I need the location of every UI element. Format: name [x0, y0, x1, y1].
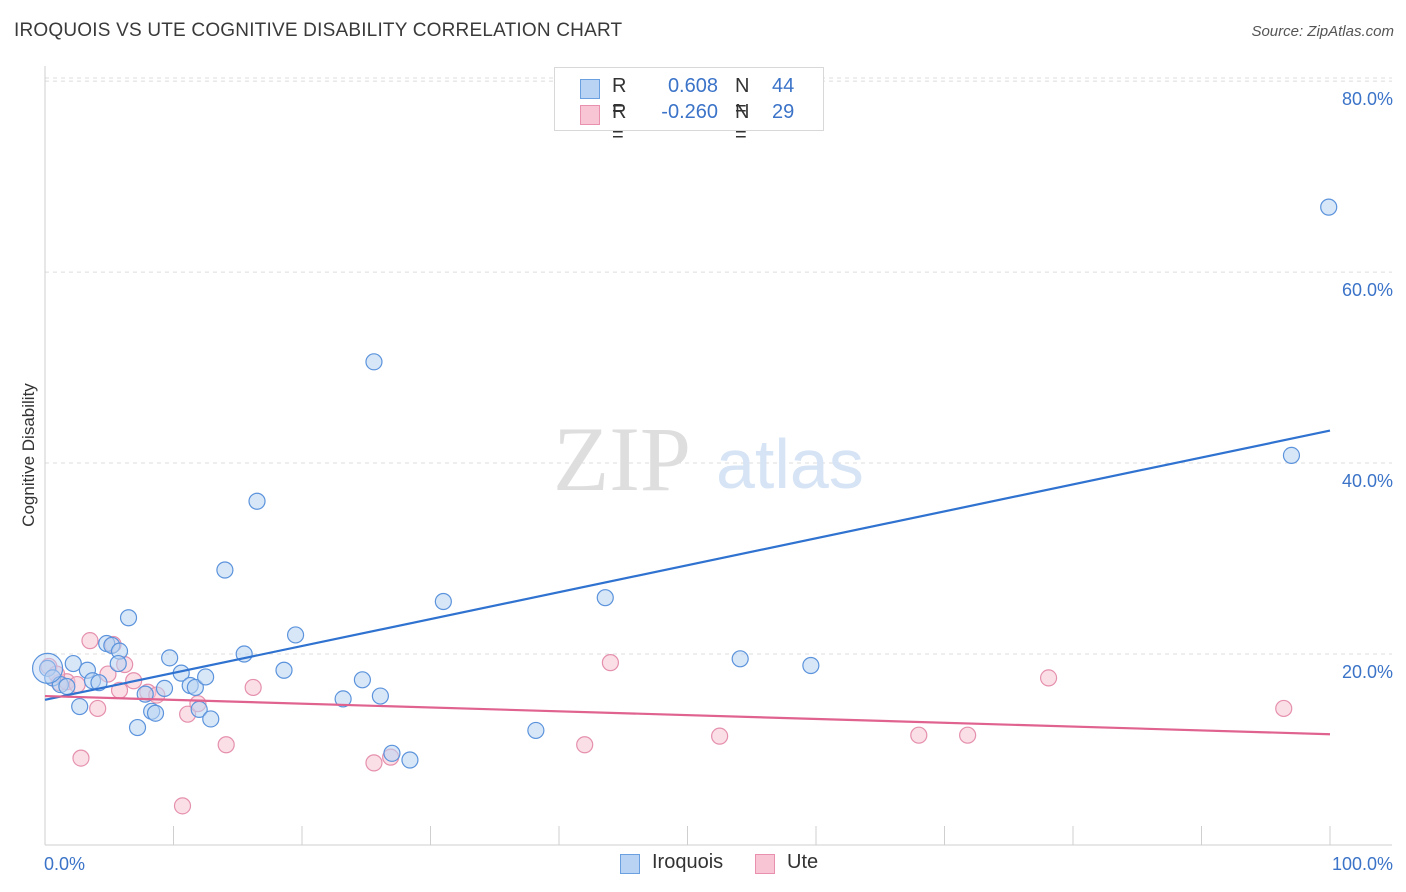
iroquois-point: [128, 718, 147, 737]
iroquois-point: [146, 704, 165, 722]
ute-legend-swatch: [755, 854, 775, 874]
iroquois-point: [161, 649, 179, 667]
iroquois-point: [155, 679, 174, 698]
x-tick-label: 100.0%: [1332, 854, 1393, 874]
legend-label-iroquois: Iroquois: [652, 851, 724, 873]
iroquois-point: [202, 710, 220, 728]
iroquois-legend-swatch: [620, 854, 640, 874]
iroquois-point: [71, 697, 89, 716]
iroquois-swatch: [580, 79, 600, 99]
chart-title: IROQUOIS VS UTE COGNITIVE DISABILITY COR…: [14, 20, 623, 41]
iroquois-point: [216, 561, 234, 579]
source-label: Source: ZipAtlas.com: [1251, 23, 1394, 40]
y-axis-title: Cognitive Disability: [19, 383, 38, 527]
ute-point: [576, 736, 594, 754]
ute-point: [601, 654, 620, 672]
iroquois-point: [731, 650, 749, 668]
ute-swatch: [580, 105, 600, 125]
iroquois-point: [802, 656, 820, 675]
trend-layer: [44, 429, 1331, 736]
iroquois-point: [119, 609, 138, 627]
watermark: ZIP atlas: [553, 408, 864, 510]
iroquois-point: [596, 589, 614, 607]
iroquois-point: [248, 492, 266, 510]
n-label: N =: [735, 75, 750, 120]
x-tick-label: 0.0%: [44, 854, 85, 874]
iroquois-point: [371, 687, 389, 705]
ute-point: [89, 699, 107, 718]
watermark-atlas: atlas: [716, 425, 864, 503]
ute-point: [365, 754, 383, 772]
ute-point: [1039, 669, 1058, 687]
y-tick-label: 60.0%: [1342, 280, 1393, 300]
r-label: R =: [612, 101, 627, 146]
label-layer: 20.0% 40.0% 60.0% 80.0% 0.0% 100.0% Cognitive …: [19, 89, 1393, 874]
grid-layer: [45, 77, 1392, 655]
r-value: 0.608: [667, 75, 718, 97]
ute-trend-line: [44, 694, 1331, 736]
axis-layer: [44, 66, 1392, 846]
ute-point: [959, 726, 977, 744]
y-tick-label: 40.0%: [1342, 471, 1393, 491]
stats-legend: R = 0.608 N = 44 R = -0.260 N = 29: [554, 67, 824, 146]
iroquois-point: [64, 654, 82, 673]
r-value: -0.260: [661, 101, 718, 123]
iroquois-point: [186, 678, 204, 697]
iroquois-point: [401, 751, 419, 769]
iroquois-point: [1282, 446, 1301, 465]
ute-point: [244, 678, 262, 697]
iroquois-point: [1320, 198, 1338, 216]
iroquois-point: [383, 744, 401, 762]
r-label: R =: [612, 75, 627, 120]
iroquois-point: [275, 661, 293, 679]
iroquois-trend-line: [44, 429, 1331, 701]
ute-point: [1275, 699, 1293, 718]
iroquois-point: [334, 690, 352, 708]
iroquois-point: [527, 721, 545, 740]
iroquois-point: [434, 592, 452, 611]
watermark-zip: ZIP: [553, 408, 691, 510]
ute-point: [217, 736, 235, 754]
ute-point: [72, 749, 90, 767]
legend-label-ute: Ute: [787, 851, 819, 873]
iroquois-point: [353, 671, 371, 689]
ute-point: [81, 632, 99, 650]
y-tick-label: 20.0%: [1342, 662, 1393, 682]
iroquois-point: [109, 654, 127, 673]
ute-point: [173, 797, 192, 815]
n-value: 29: [772, 101, 795, 123]
iroquois-point: [31, 652, 64, 684]
n-value: 44: [772, 75, 795, 97]
iroquois-point: [365, 353, 383, 371]
iroquois-point: [286, 626, 305, 644]
ute-point: [711, 727, 729, 745]
y-tick-label: 80.0%: [1342, 89, 1393, 109]
n-label: N =: [735, 101, 750, 146]
ute-point: [910, 726, 928, 744]
points-layer: [31, 198, 1338, 815]
iroquois-point: [197, 668, 215, 686]
iroquois-point: [58, 677, 76, 696]
